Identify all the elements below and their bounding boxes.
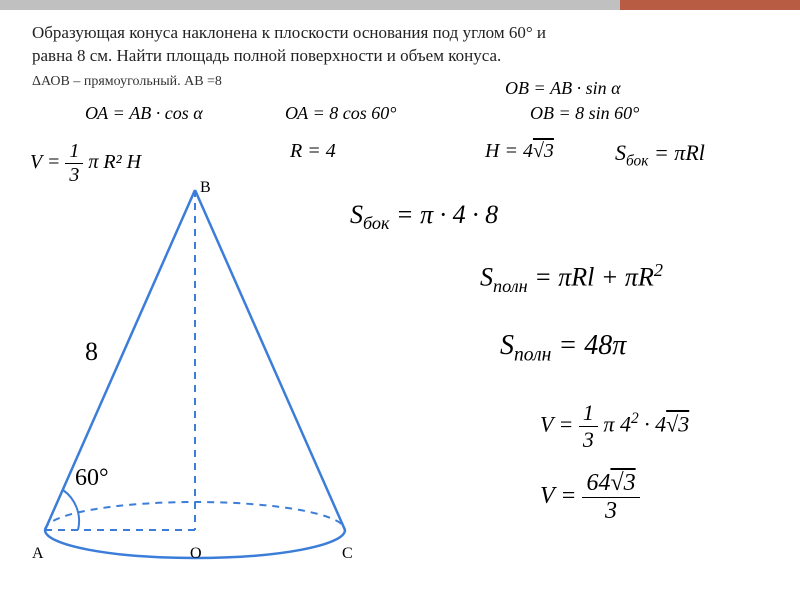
formula-Spol-general: Sполн = πRl + πR2 [480,260,663,297]
angle-label: 60° [75,465,109,491]
formula-OA-val: ОА = 8 cos 60° [285,103,396,124]
cone-diagram: 8 60° А О С В [20,180,360,580]
triangle-statement: ΔАОВ – прямоугольный. АВ =8 [32,74,222,90]
formula-OB-val: ОВ = 8 sin 60° [530,103,639,124]
formula-V-mid: V = 13 π 42 · 4√3 [540,400,689,453]
cone-slant-left [45,190,195,530]
vertex-O: О [190,545,202,562]
formula-OB-def: ОВ = AB · sin α [505,78,621,99]
header-stripe [0,0,800,10]
formula-Sbok-general: Sбок = πRl [615,140,705,170]
cone-slant-right [195,190,345,530]
vertex-C: С [342,545,353,562]
formula-H: H = 4√3 [485,140,554,163]
angle-arc [63,490,79,530]
vertex-B: В [200,180,211,196]
formula-Spol-val: Sполн = 48π [500,330,626,367]
problem-line1: Образующая конуса наклонена к плоскости … [32,23,546,42]
formula-OA-def: ОА = AB · cos α [85,103,203,124]
cone-svg: 8 60° А О С В [20,180,360,580]
formula-R: R = 4 [290,140,336,163]
problem-statement: Образующая конуса наклонена к плоскости … [32,22,770,68]
problem-line2: равна 8 см. Найти площадь полной поверхн… [32,46,501,65]
formula-V-final: V = 64√33 [540,470,640,525]
slant-label: 8 [85,337,98,366]
formula-Sbok-val: Sбок = π · 4 · 8 [350,200,498,234]
vertex-A: А [32,545,44,562]
